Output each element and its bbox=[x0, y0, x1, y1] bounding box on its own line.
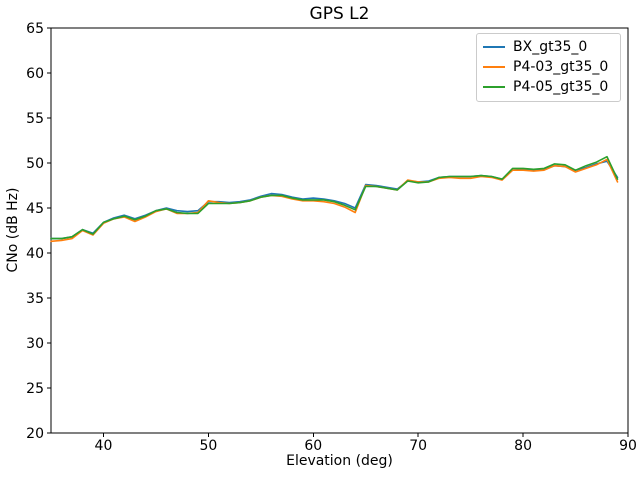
chart-title: GPS L2 bbox=[309, 4, 370, 24]
x-tick-label: 70 bbox=[409, 438, 427, 454]
legend-entry: BX_gt35_0 bbox=[483, 37, 614, 57]
legend-label: P4-05_gt35_0 bbox=[513, 79, 609, 95]
y-tick-label: 55 bbox=[26, 111, 44, 127]
series-line-P4-05_gt35_0 bbox=[50, 155, 619, 240]
legend-entry: P4-05_gt35_0 bbox=[483, 77, 614, 97]
legend-line-icon bbox=[483, 66, 505, 68]
y-tick-label: 60 bbox=[26, 66, 44, 82]
axes-frame bbox=[50, 27, 629, 434]
y-tick-label: 20 bbox=[26, 426, 44, 442]
y-tick-label: 25 bbox=[26, 381, 44, 397]
series-line-P4-03_gt35_0 bbox=[50, 158, 619, 243]
legend-entry: P4-03_gt35_0 bbox=[483, 57, 614, 77]
y-tick-label: 65 bbox=[26, 21, 44, 37]
legend-label: BX_gt35_0 bbox=[513, 39, 588, 55]
legend-label: P4-03_gt35_0 bbox=[513, 59, 609, 75]
x-axis-label: Elevation (deg) bbox=[286, 453, 393, 469]
legend: BX_gt35_0 P4-03_gt35_0 P4-05_gt35_0 bbox=[476, 33, 621, 102]
x-tick-label: 90 bbox=[619, 438, 637, 454]
y-tick-label: 45 bbox=[26, 201, 44, 217]
y-tick-label: 50 bbox=[26, 156, 44, 172]
y-tick-label: 40 bbox=[26, 246, 44, 262]
y-axis-label: CNo (dB Hz) bbox=[5, 187, 21, 273]
x-tick-label: 60 bbox=[304, 438, 322, 454]
series-line-BX_gt35_0 bbox=[50, 160, 619, 240]
legend-line-icon bbox=[483, 86, 505, 88]
x-tick-label: 40 bbox=[95, 438, 113, 454]
legend-line-icon bbox=[483, 46, 505, 48]
y-tick-label: 30 bbox=[26, 336, 44, 352]
x-tick-label: 80 bbox=[514, 438, 532, 454]
x-tick-label: 50 bbox=[199, 438, 217, 454]
y-tick-label: 35 bbox=[26, 291, 44, 307]
